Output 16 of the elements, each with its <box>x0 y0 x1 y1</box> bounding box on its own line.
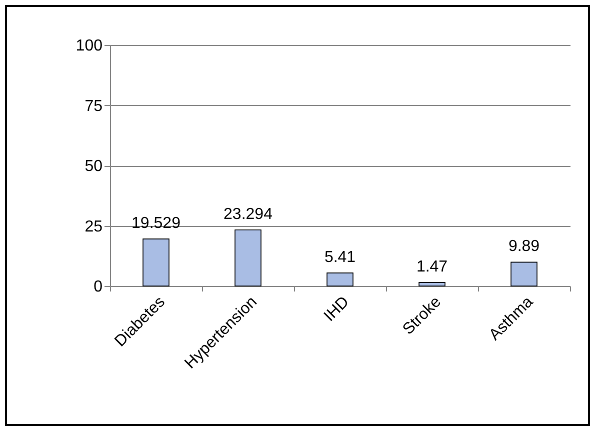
y-tick-label: 50 <box>84 158 103 175</box>
bar <box>234 229 262 286</box>
y-tick-label: 25 <box>84 218 103 236</box>
data-label: 1.47 <box>416 258 448 276</box>
bar <box>418 282 446 286</box>
bar <box>326 272 354 286</box>
x-tick-label: IHD <box>321 294 353 326</box>
data-label: 9.89 <box>508 238 540 256</box>
bar <box>142 238 170 286</box>
data-label: 5.41 <box>324 248 356 266</box>
y-tick-label: 0 <box>94 278 103 296</box>
y-tick-label: 100 <box>76 38 103 54</box>
y-tick-label: 75 <box>84 98 103 115</box>
data-label: 19.529 <box>132 214 181 232</box>
bar <box>510 262 538 286</box>
data-label: 23.294 <box>224 206 273 223</box>
